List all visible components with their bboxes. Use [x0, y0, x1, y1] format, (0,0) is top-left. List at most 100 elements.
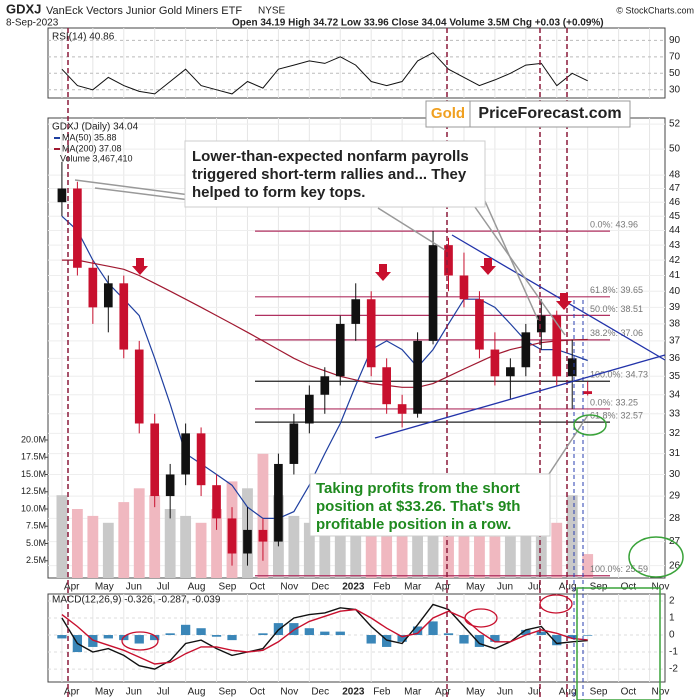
volume-bar: [474, 529, 485, 578]
candle-body: [274, 463, 283, 542]
volume-tick-label: 17.5M: [21, 452, 46, 462]
candle-body: [536, 315, 546, 333]
y-tick-label: 35: [669, 371, 681, 382]
x-tick-label: Jul: [528, 582, 541, 593]
x-tick-label: Apr: [64, 582, 80, 593]
x-tick-label: Oct: [249, 687, 265, 698]
macd-histogram-bar: [289, 623, 299, 636]
x-tick-label: Nov: [652, 582, 670, 593]
volume-tick-label: 12.5M: [21, 486, 46, 496]
candle-body: [227, 518, 237, 554]
highlight: [628, 536, 684, 578]
volume-bar: [288, 515, 300, 578]
y-tick-label: 33: [669, 408, 681, 419]
volume-bar: [489, 536, 501, 578]
x-tick-label: May: [95, 687, 114, 698]
highlight: [539, 594, 573, 614]
y-tick-label: 50: [669, 144, 681, 155]
macd-histogram-bar: [474, 635, 485, 647]
volume-bar: [412, 522, 423, 578]
level-label: 100.0%: 34.73: [590, 370, 648, 380]
macd-histogram-bar: [583, 635, 593, 636]
volume-tick-label: 5.0M: [26, 538, 46, 548]
candle-body: [103, 283, 113, 308]
trend-line: [451, 234, 666, 361]
y-tick-label: 36: [669, 353, 681, 364]
macd-tick-label: 0: [669, 630, 675, 641]
macd-line: [61, 603, 588, 670]
x-tick-label: Sep: [219, 687, 237, 698]
y-tick-label: 46: [669, 197, 681, 208]
x-tick-label: 2023: [342, 687, 365, 698]
x-tick-label: Oct: [621, 582, 637, 593]
volume-bar: [118, 502, 130, 578]
macd-histogram-bar: [443, 633, 454, 636]
y-tick-label: 44: [669, 225, 681, 236]
callout-text: Taking profits from the short: [316, 480, 520, 497]
volume-bar: [365, 522, 377, 578]
macd-histogram-bar: [211, 635, 222, 637]
candle-body: [212, 485, 221, 519]
callout-text: triggered short-term rallies and... They: [192, 166, 467, 183]
candle-body: [506, 367, 515, 377]
y-tick-label: 38: [669, 319, 681, 330]
volume-bar: [334, 515, 346, 578]
macd-histogram-bar: [459, 635, 469, 644]
candle-body: [150, 423, 160, 497]
x-tick-label: Sep: [219, 582, 237, 593]
top-arrow: [556, 293, 572, 310]
candle-body: [397, 404, 407, 414]
x-tick-label: May: [466, 687, 485, 698]
y-tick-label: 48: [669, 170, 681, 181]
macd-histogram-bar: [428, 621, 438, 636]
volume-bar: [56, 495, 68, 578]
macd-histogram-bar: [567, 635, 577, 639]
volume-bar: [195, 522, 207, 578]
x-tick-label: Apr: [435, 582, 451, 593]
level-label: 61.8%: 32.57: [590, 410, 643, 420]
macd-tick-label: 2: [669, 596, 675, 607]
x-tick-label: Nov: [280, 582, 298, 593]
y-tick-label: 42: [669, 255, 681, 266]
volume-bar: [102, 522, 114, 578]
logo: [469, 100, 631, 128]
date: 8-Sep-2023: [6, 18, 59, 29]
volume-bar: [319, 529, 331, 578]
rsi-tick-label: 30: [669, 84, 681, 95]
volume-tick-label: 20.0M: [21, 434, 46, 444]
candle-body: [428, 245, 438, 341]
y-tick-label: 29: [669, 491, 681, 502]
top-arrow: [480, 258, 496, 275]
x-tick-label: Sep: [590, 687, 608, 698]
x-tick-label: Mar: [404, 687, 422, 698]
macd-histogram-bar: [150, 635, 160, 641]
y-tick-label: 52: [669, 119, 681, 130]
volume-bar: [133, 488, 145, 578]
macd-title: MACD(12,26,9) -0.326, -0.287, -0.039: [52, 595, 221, 606]
volume-bar: [87, 515, 99, 578]
volume-bar: [396, 509, 408, 578]
macd-histogram-bar: [521, 629, 531, 636]
candle-body: [73, 188, 82, 268]
x-tick-label: 2023: [342, 582, 365, 593]
candle-body: [521, 332, 531, 368]
volume-bar: [520, 529, 532, 578]
x-tick-label: Jun: [497, 687, 513, 698]
candle-body: [490, 349, 500, 377]
x-tick-label: Mar: [404, 582, 422, 593]
y-tick-label: 41: [669, 270, 681, 281]
volume-bar: [211, 509, 222, 578]
highlight: [464, 608, 498, 628]
macd-histogram-bar: [227, 635, 237, 641]
volume-bar: [582, 554, 594, 578]
y-tick-label: 37: [669, 336, 681, 347]
level-label: 100.0%: 25.59: [590, 564, 648, 574]
macd-histogram-bar: [57, 635, 67, 639]
legend-label: MA(200) 37.08: [62, 143, 122, 153]
candle-body: [567, 358, 577, 377]
y-tick-label: 39: [669, 302, 681, 313]
x-tick-label: Apr: [64, 687, 80, 698]
callout-text: profitable position in a row.: [316, 516, 511, 533]
y-tick-label: 30: [669, 469, 681, 480]
